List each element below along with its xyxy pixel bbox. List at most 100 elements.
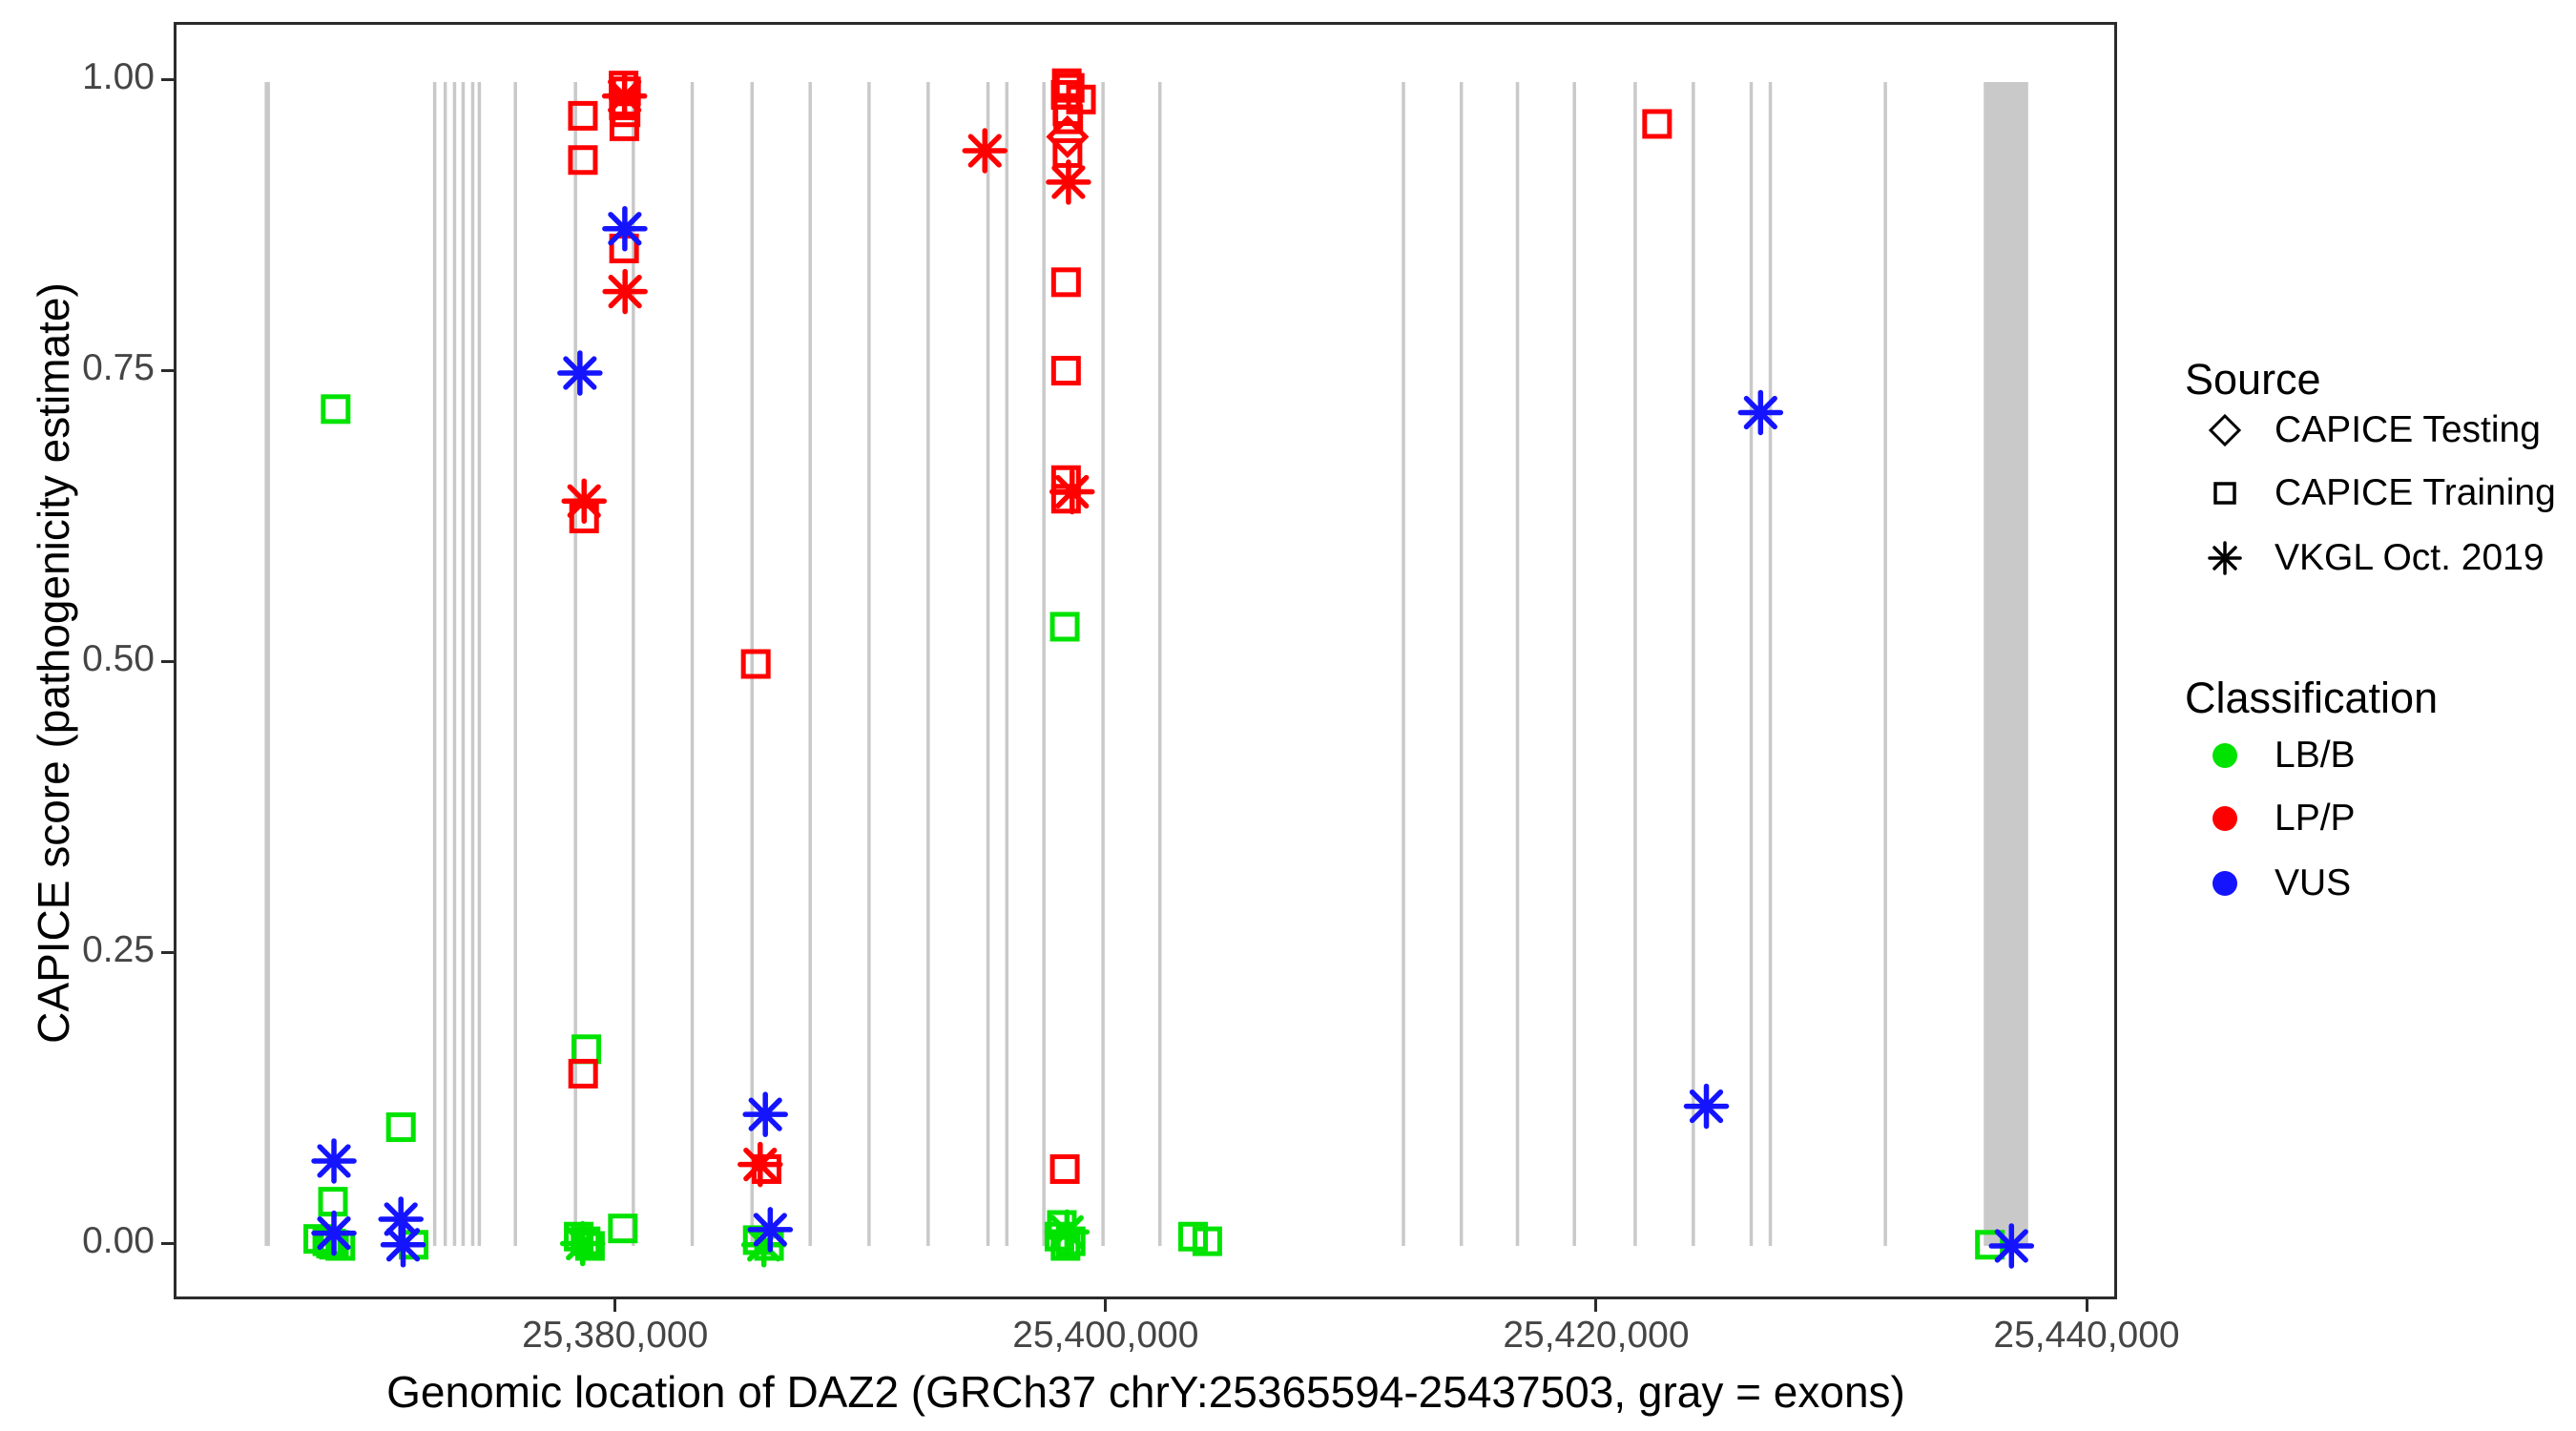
exon-bar [1515,82,1520,1246]
data-point [568,145,598,176]
exon-bar [477,82,482,1246]
legend-item-label: VKGL Oct. 2019 [2275,537,2545,578]
x-tick-mark [613,1299,617,1312]
data-point [1049,612,1080,642]
y-tick-mark [161,1241,174,1245]
data-point [1046,159,1091,205]
legend-item-lpp: LP/P [2200,794,2356,843]
data-point [571,1034,602,1065]
x-tick-label: 25,380,000 [522,1315,709,1356]
legend-item-capice-testing: CAPICE Testing [2200,405,2541,455]
y-tick-label: 0.75 [82,346,155,388]
data-point [385,1112,416,1143]
data-point [1053,104,1084,135]
legend-item-vkgl: VKGL Oct. 2019 [2200,533,2545,583]
x-tick-mark [1104,1299,1108,1312]
data-point [602,205,648,252]
x-axis-title: Genomic location of DAZ2 (GRCh37 chrY:25… [386,1367,1905,1417]
data-point [608,1213,638,1244]
exon-bar [1633,82,1637,1246]
exon-bar [264,82,270,1246]
data-point [380,1222,426,1268]
exon-bar [986,82,990,1246]
legend-item-label: LB/B [2275,735,2356,776]
legend-item-label: CAPICE Testing [2275,409,2541,450]
legend-item-lbb: LB/B [2200,731,2356,780]
exon-bar [632,82,635,1246]
asterisk-icon [2200,533,2250,583]
y-axis-title: CAPICE score (pathogenicity estimate) [29,282,78,1044]
exon-bar [1402,82,1405,1246]
y-tick-mark [161,368,174,372]
red-dot-icon [2200,794,2250,843]
exon-bar [461,82,466,1246]
x-tick-mark [1594,1299,1598,1312]
legend-item-capice-training: CAPICE Training [2200,468,2556,518]
data-point [751,1153,781,1184]
exon-bar [573,82,577,1246]
x-tick-mark [2085,1299,2088,1312]
y-tick-mark [161,77,174,81]
data-point [557,350,603,396]
y-tick-mark [161,950,174,954]
green-dot-icon [2200,731,2250,780]
data-point [609,111,639,141]
y-tick-mark [161,659,174,663]
data-point [311,1210,357,1256]
exon-bar [1101,82,1105,1246]
data-point [321,394,351,425]
diamond-icon [2200,405,2250,455]
data-point [1683,1083,1730,1130]
exon-bar [1157,82,1162,1246]
exon-bar [1042,82,1046,1246]
square-icon [2200,468,2250,518]
exon-bar [443,82,447,1246]
data-point [1055,1226,1086,1256]
data-point [378,1196,424,1242]
data-point [1050,356,1081,386]
x-tick-label: 25,400,000 [1012,1315,1199,1356]
y-tick-label: 0.25 [82,928,155,970]
exon-bar [432,82,437,1246]
exon-bar [690,82,695,1246]
data-point [602,268,648,315]
data-point [740,649,771,679]
data-point [962,128,1008,174]
legend-item-label: VUS [2275,862,2352,903]
exon-bar [513,82,517,1246]
x-tick-label: 25,440,000 [1993,1315,2180,1356]
exon-bar [1459,82,1464,1246]
exon-bar [808,82,812,1246]
legend-classification-title: Classification [2185,674,2439,722]
plot-svg [264,68,2035,1269]
exon-bar [867,82,871,1246]
data-point [561,478,607,524]
y-tick-label: 1.00 [82,55,155,97]
data-point [1737,389,1784,436]
y-tick-label: 0.50 [82,637,155,679]
exon-bar [926,82,930,1246]
data-point [574,1231,605,1261]
data-point [1049,1153,1080,1184]
data-point [1049,468,1095,515]
exon-bar [452,82,457,1246]
legend-item-vus: VUS [2200,859,2351,908]
data-point [568,100,598,131]
blue-dot-icon [2200,859,2250,908]
exon-bar [750,82,755,1246]
data-point [569,504,599,533]
data-point [1642,109,1672,139]
data-point [1192,1226,1222,1256]
data-point [737,1141,783,1188]
data-point [1050,267,1081,298]
plot-panel [174,22,2117,1299]
legend-source-title: Source [2185,355,2321,404]
data-point [568,1058,598,1089]
data-point [1046,114,1090,158]
exon-bar [1749,82,1754,1246]
data-point [1050,1231,1081,1261]
data-point [1988,1223,2035,1269]
y-tick-label: 0.00 [82,1219,155,1261]
exon-bar [1883,82,1887,1246]
exon-bar [470,82,475,1246]
